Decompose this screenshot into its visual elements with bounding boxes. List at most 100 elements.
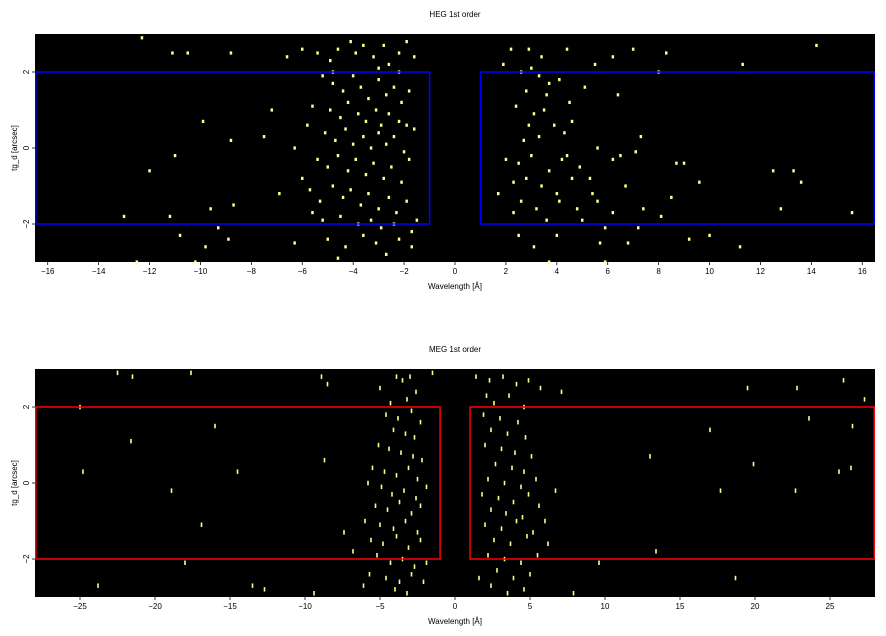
event-pixel bbox=[504, 157, 508, 161]
x-tick-label: −8 bbox=[247, 267, 257, 276]
event-pixel bbox=[419, 419, 422, 425]
event-pixel bbox=[494, 461, 497, 467]
event-pixel bbox=[209, 207, 212, 211]
event-pixel bbox=[306, 123, 309, 127]
event-pixel bbox=[413, 435, 416, 440]
event-pixel bbox=[771, 169, 775, 173]
event-pixel bbox=[168, 214, 172, 218]
event-pixel bbox=[850, 211, 854, 215]
event-pixel bbox=[379, 522, 381, 527]
x-tick-label: 2 bbox=[504, 267, 509, 276]
event-pixel bbox=[392, 526, 395, 531]
event-pixel bbox=[140, 36, 144, 40]
event-pixel bbox=[515, 381, 518, 387]
event-pixel bbox=[547, 541, 549, 546]
event-pixel bbox=[537, 135, 541, 139]
event-pixel bbox=[522, 138, 525, 142]
event-pixel bbox=[570, 176, 574, 180]
event-pixel bbox=[278, 192, 281, 196]
event-pixel bbox=[382, 43, 385, 47]
event-pixel bbox=[547, 260, 551, 264]
event-pixel bbox=[497, 192, 500, 196]
x-tick-label: −25 bbox=[73, 602, 87, 611]
event-pixel bbox=[346, 169, 350, 173]
event-pixel bbox=[217, 226, 220, 230]
event-pixel bbox=[316, 157, 319, 161]
event-pixel bbox=[616, 93, 620, 97]
event-pixel bbox=[404, 518, 407, 524]
event-pixel bbox=[532, 245, 536, 249]
y-tick-label: 0 bbox=[22, 145, 31, 150]
event-pixel bbox=[593, 62, 597, 66]
event-pixel bbox=[583, 85, 587, 89]
event-pixel bbox=[796, 385, 798, 391]
event-pixel bbox=[400, 180, 403, 184]
event-pixel bbox=[517, 419, 519, 425]
event-pixel bbox=[527, 378, 530, 383]
event-pixel bbox=[344, 127, 347, 131]
event-pixel bbox=[318, 199, 322, 203]
heg-events-layer bbox=[122, 36, 854, 264]
event-pixel bbox=[537, 74, 541, 78]
event-pixel bbox=[385, 252, 388, 256]
event-pixel bbox=[530, 154, 533, 158]
event-pixel bbox=[838, 469, 840, 474]
event-pixel bbox=[251, 583, 254, 588]
event-pixel bbox=[380, 484, 383, 490]
event-pixel bbox=[631, 47, 635, 51]
meg-panel: MEG 1st order −25 −20 −15 −10 −5 0 5 10 15 20 25 −… bbox=[10, 345, 875, 626]
event-pixel bbox=[611, 55, 615, 59]
event-pixel bbox=[374, 108, 378, 112]
event-pixel bbox=[851, 423, 854, 429]
event-pixel bbox=[503, 480, 506, 486]
event-pixel bbox=[493, 537, 495, 543]
x-tick-label: −20 bbox=[148, 602, 162, 611]
event-pixel bbox=[395, 374, 398, 379]
event-pixel bbox=[320, 374, 323, 379]
x-tick-label: −16 bbox=[41, 267, 55, 276]
meg-y-axis-ticks: −2 0 2 bbox=[22, 404, 35, 564]
event-pixel bbox=[377, 207, 380, 211]
event-pixel bbox=[354, 51, 357, 55]
event-pixel bbox=[487, 476, 489, 482]
event-pixel bbox=[637, 226, 640, 230]
x-tick-label: −10 bbox=[194, 267, 208, 276]
event-pixel bbox=[362, 135, 365, 139]
y-tick-label: 0 bbox=[22, 480, 31, 485]
event-pixel bbox=[369, 146, 373, 150]
event-pixel bbox=[200, 522, 203, 527]
event-pixel bbox=[698, 180, 701, 184]
event-pixel bbox=[344, 245, 347, 249]
heg-y-axis-ticks: −2 0 2 bbox=[22, 69, 35, 229]
event-pixel bbox=[542, 108, 546, 112]
extraction-region-negative bbox=[35, 406, 441, 560]
x-tick-label: 14 bbox=[807, 267, 816, 276]
event-pixel bbox=[395, 473, 398, 478]
x-tick-label: 5 bbox=[528, 602, 533, 611]
event-pixel bbox=[419, 503, 422, 508]
event-pixel bbox=[367, 480, 369, 486]
event-pixel bbox=[377, 66, 380, 70]
meg-x-axis-ticks: −25 −20 −15 −10 −5 0 5 10 15 20 25 bbox=[73, 597, 835, 611]
event-pixel bbox=[323, 457, 326, 463]
event-pixel bbox=[406, 591, 408, 596]
event-pixel bbox=[130, 438, 132, 444]
x-tick-label: −4 bbox=[349, 267, 359, 276]
extraction-region-positive bbox=[479, 71, 876, 225]
heg-y-axis-label: tg_d [arcsec] bbox=[10, 125, 19, 171]
event-pixel bbox=[313, 591, 315, 596]
event-pixel bbox=[397, 416, 399, 421]
event-pixel bbox=[385, 412, 387, 417]
event-pixel bbox=[387, 62, 391, 66]
event-pixel bbox=[410, 245, 413, 249]
event-pixel bbox=[301, 47, 304, 51]
event-pixel bbox=[293, 146, 296, 150]
event-pixel bbox=[400, 100, 403, 104]
event-pixel bbox=[611, 211, 615, 215]
event-pixel bbox=[368, 572, 371, 577]
event-pixel bbox=[326, 237, 329, 241]
y-tick-label: 2 bbox=[22, 404, 31, 409]
event-pixel bbox=[555, 233, 559, 237]
event-pixel bbox=[339, 116, 342, 120]
event-pixel bbox=[285, 55, 289, 59]
